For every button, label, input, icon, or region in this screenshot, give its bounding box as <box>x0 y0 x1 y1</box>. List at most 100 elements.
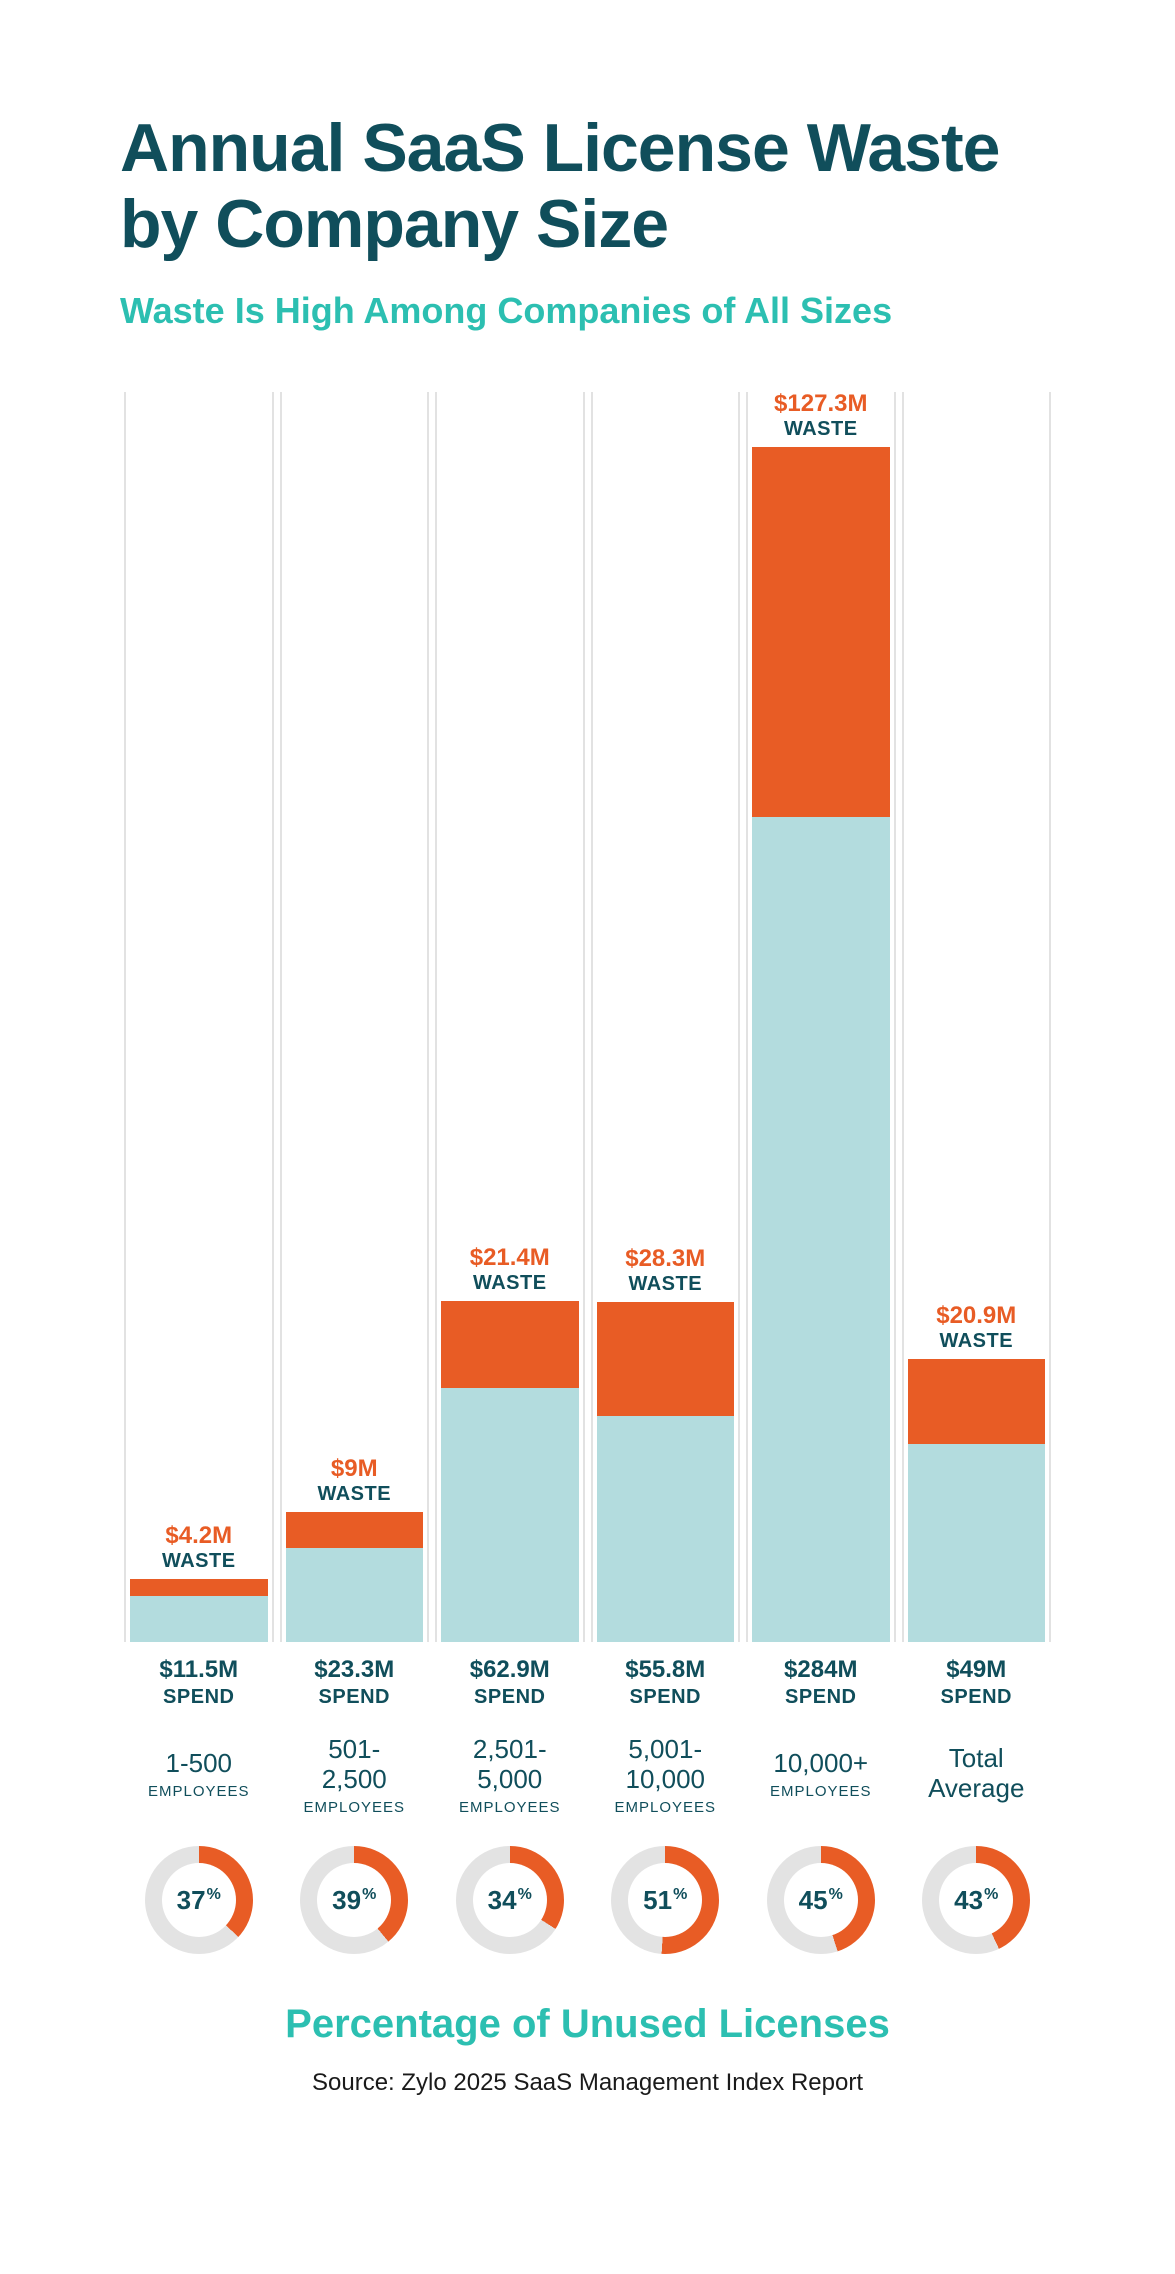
donut-inner: 45% <box>784 1863 858 1937</box>
spend-amount: $23.3M <box>286 1656 424 1684</box>
bar-segment-waste <box>130 1579 268 1596</box>
donut-percent: 34% <box>488 1885 532 1916</box>
column-footer: $23.3MSPEND 501-2,500EMPLOYEES <box>286 1642 424 1816</box>
category-line: 1-500 <box>130 1749 268 1779</box>
donut-chart: 43% <box>922 1846 1030 1954</box>
category-label: TotalAverage <box>908 1735 1046 1813</box>
footer-title: Percentage of Unused Licenses <box>120 2002 1055 2047</box>
bar-segment-spend <box>597 1416 735 1642</box>
grid-rule <box>280 392 282 1642</box>
bar-column: $4.2MWASTE <box>130 392 268 1642</box>
category-line: EMPLOYEES <box>752 1783 890 1800</box>
percent-sign: % <box>518 1886 532 1903</box>
category-line: Average <box>908 1774 1046 1804</box>
bar-segment-spend <box>441 1388 579 1643</box>
category-line: EMPLOYEES <box>441 1799 579 1816</box>
waste-word: WASTE <box>441 1272 579 1295</box>
bar-column: $9MWASTE <box>286 392 424 1642</box>
percent-sign: % <box>673 1886 687 1903</box>
spend-word: SPEND <box>441 1686 579 1709</box>
bar-segment-waste <box>752 447 890 817</box>
waste-word: WASTE <box>752 418 890 441</box>
column-footer: $284MSPEND 10,000+ EMPLOYEES <box>752 1642 890 1816</box>
waste-amount: $9M <box>286 1457 424 1481</box>
bar-top-label: $20.9MWASTE <box>908 1304 1046 1353</box>
donut-cell: 45% <box>752 1846 890 1954</box>
category-line: EMPLOYEES <box>286 1799 424 1816</box>
category-line: 5,001- <box>597 1735 735 1765</box>
grid-rule <box>583 392 585 1642</box>
bar-segment-spend <box>130 1596 268 1643</box>
category-label: 5,001-10,000EMPLOYEES <box>597 1735 735 1816</box>
category-label: 10,000+ EMPLOYEES <box>752 1735 890 1813</box>
bar-top-label: $127.3MWASTE <box>752 392 890 441</box>
bar-top-label: $9MWASTE <box>286 1457 424 1506</box>
donut-percent-value: 45 <box>799 1885 828 1915</box>
waste-word: WASTE <box>597 1273 735 1296</box>
donut-row: 37%39%34%51%45%43% <box>120 1816 1055 1954</box>
grid-rule <box>427 392 429 1642</box>
spend-word: SPEND <box>130 1686 268 1709</box>
grid-rule <box>746 392 748 1642</box>
donut-chart: 51% <box>611 1846 719 1954</box>
donut-cell: 34% <box>441 1846 579 1954</box>
bar-segment-waste <box>286 1512 424 1548</box>
spend-word: SPEND <box>752 1686 890 1709</box>
spend-word: SPEND <box>908 1686 1046 1709</box>
percent-sign: % <box>207 1886 221 1903</box>
column-footer: $11.5MSPEND1-500EMPLOYEES <box>130 1642 268 1816</box>
bar-segment-spend <box>908 1444 1046 1642</box>
spend-word: SPEND <box>286 1686 424 1709</box>
percent-sign: % <box>362 1886 376 1903</box>
donut-percent: 37% <box>177 1885 221 1916</box>
donut-inner: 39% <box>317 1863 391 1937</box>
donut-chart: 37% <box>145 1846 253 1954</box>
grid-rule <box>1049 392 1051 1642</box>
infographic-root: Annual SaaS License Waste by Company Siz… <box>0 0 1175 2177</box>
bar-segment-spend <box>752 817 890 1642</box>
donut-percent-value: 43 <box>954 1885 983 1915</box>
category-line: 2,501- <box>441 1735 579 1765</box>
bar-chart: $4.2MWASTE$9MWASTE$21.4MWASTE$28.3MWASTE… <box>120 392 1055 1642</box>
category-line: 501- <box>286 1735 424 1765</box>
category-line: 10,000+ <box>752 1749 890 1779</box>
waste-amount: $127.3M <box>752 392 890 416</box>
waste-amount: $21.4M <box>441 1246 579 1270</box>
category-line: EMPLOYEES <box>130 1783 268 1800</box>
donut-percent-value: 37 <box>177 1885 206 1915</box>
grid-rule <box>902 392 904 1642</box>
donut-percent: 39% <box>332 1885 376 1916</box>
percent-sign: % <box>984 1886 998 1903</box>
bar-column: $127.3MWASTE <box>752 392 890 1642</box>
source-line: Source: Zylo 2025 SaaS Management Index … <box>120 2069 1055 2097</box>
category-line: EMPLOYEES <box>597 1799 735 1816</box>
bar-column: $20.9MWASTE <box>908 392 1046 1642</box>
grid-rule <box>272 392 274 1642</box>
bar-segment-waste <box>441 1301 579 1388</box>
bar-top-label: $21.4MWASTE <box>441 1246 579 1295</box>
category-line: 5,000 <box>441 1765 579 1795</box>
donut-percent: 43% <box>954 1885 998 1916</box>
percent-sign: % <box>829 1886 843 1903</box>
bar-segment-spend <box>286 1548 424 1642</box>
donut-percent: 51% <box>643 1885 687 1916</box>
spend-word: SPEND <box>597 1686 735 1709</box>
grid-rule <box>435 392 437 1642</box>
donut-inner: 51% <box>628 1863 702 1937</box>
grid-rule <box>591 392 593 1642</box>
donut-percent-value: 51 <box>643 1885 672 1915</box>
waste-word: WASTE <box>908 1330 1046 1353</box>
spend-amount: $55.8M <box>597 1656 735 1684</box>
bar-segment-waste <box>908 1359 1046 1444</box>
donut-chart: 45% <box>767 1846 875 1954</box>
waste-amount: $4.2M <box>130 1524 268 1548</box>
donut-inner: 34% <box>473 1863 547 1937</box>
category-label: 501-2,500EMPLOYEES <box>286 1735 424 1816</box>
donut-inner: 43% <box>939 1863 1013 1937</box>
donut-cell: 43% <box>908 1846 1046 1954</box>
bar-segment-waste <box>597 1302 735 1417</box>
donut-percent: 45% <box>799 1885 843 1916</box>
spend-amount: $284M <box>752 1656 890 1684</box>
spend-amount: $49M <box>908 1656 1046 1684</box>
waste-amount: $20.9M <box>908 1304 1046 1328</box>
